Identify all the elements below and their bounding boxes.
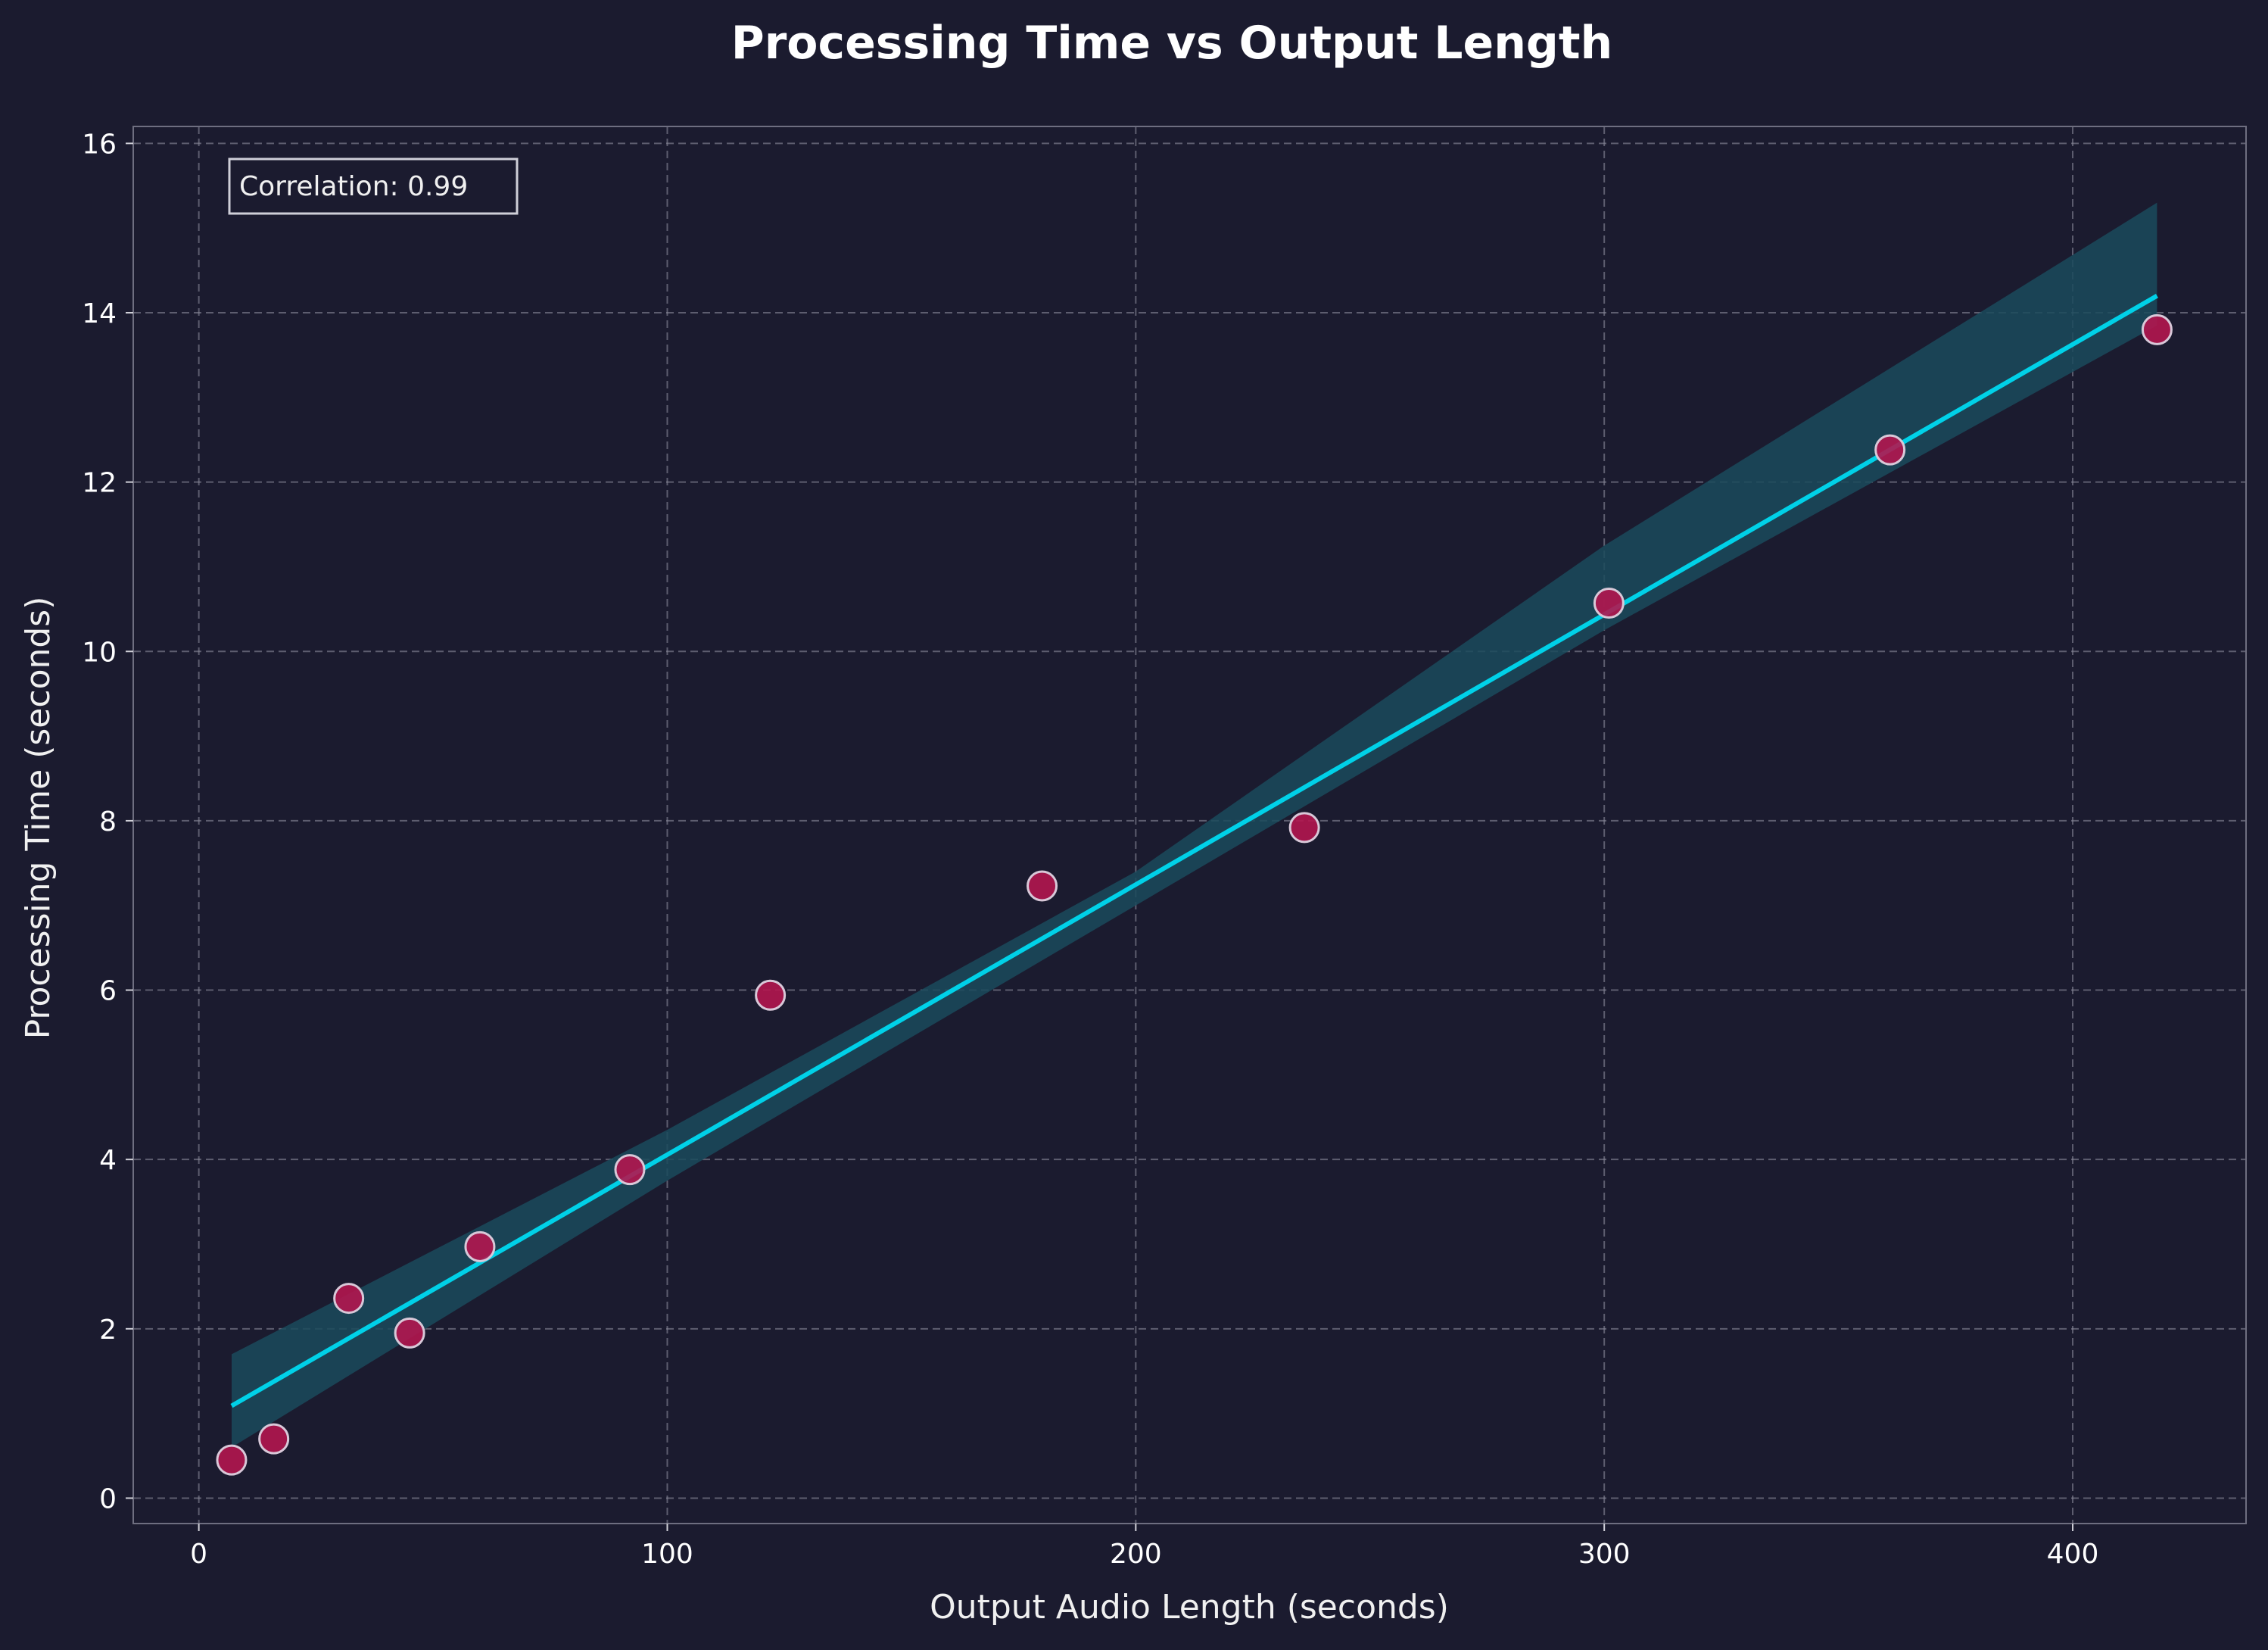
data-point xyxy=(1874,434,1906,466)
data-point xyxy=(333,1283,365,1315)
x-tick-label: 100 xyxy=(641,1539,693,1570)
y-tick-label: 10 xyxy=(82,637,117,668)
data-point xyxy=(2141,313,2173,345)
data-point xyxy=(216,1444,248,1476)
y-tick-label: 0 xyxy=(99,1483,117,1514)
x-tick-label: 0 xyxy=(190,1539,207,1570)
x-axis-label: Output Audio Length (seconds) xyxy=(930,1588,1449,1627)
correlation-annotation: Correlation: 0.99 xyxy=(239,171,468,202)
plot-frame xyxy=(132,126,2247,1524)
data-point xyxy=(464,1230,496,1262)
y-tick-label: 4 xyxy=(99,1145,117,1176)
data-point xyxy=(394,1317,425,1349)
axis-ticks: 0 100 200 300 400 0 2 4 6 8 10 12 14 16 xyxy=(82,129,2098,1570)
y-tick-label: 16 xyxy=(82,129,117,160)
data-point xyxy=(1288,812,1320,844)
chart-title: Processing Time vs Output Length xyxy=(731,17,1613,70)
confidence-band xyxy=(232,202,2157,1448)
data-point xyxy=(1027,870,1058,902)
annotation-box: Correlation: 0.99 xyxy=(228,158,519,215)
y-axis-label: Processing Time (seconds) xyxy=(19,597,58,1040)
x-tick-label: 400 xyxy=(2047,1539,2099,1570)
confidence-band-layer xyxy=(232,202,2157,1448)
data-point xyxy=(1593,588,1625,619)
data-point xyxy=(755,979,787,1011)
y-tick-label: 14 xyxy=(82,298,117,329)
data-point xyxy=(614,1154,646,1186)
regression-line-layer xyxy=(230,294,2158,1408)
data-points xyxy=(216,313,2173,1476)
x-tick-label: 200 xyxy=(1110,1539,1162,1570)
x-tick-label: 300 xyxy=(1578,1539,1631,1570)
data-point xyxy=(258,1423,290,1455)
regression-line xyxy=(230,294,2158,1408)
y-tick-label: 12 xyxy=(82,468,117,499)
y-tick-label: 2 xyxy=(99,1315,117,1346)
y-tick-label: 6 xyxy=(99,976,117,1007)
grid xyxy=(133,126,2246,1524)
y-tick-label: 8 xyxy=(99,806,117,837)
